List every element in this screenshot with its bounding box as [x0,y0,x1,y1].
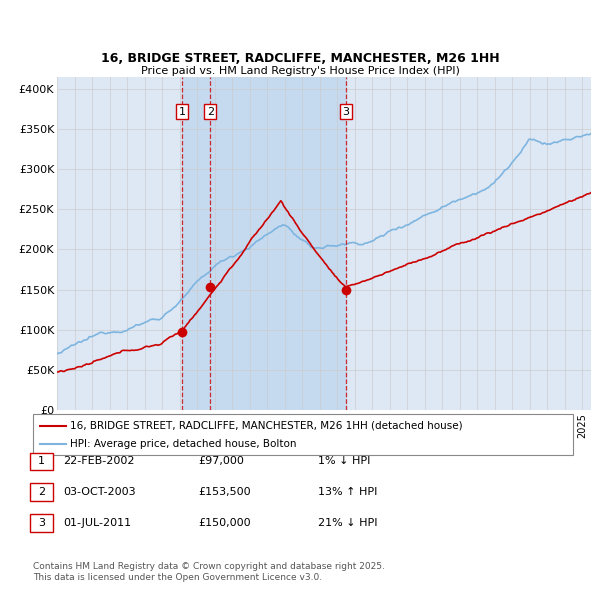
Text: £153,500: £153,500 [198,487,251,497]
Text: 2: 2 [38,487,45,497]
Bar [182,77,346,410]
Text: 1% ↓ HPI: 1% ↓ HPI [318,457,370,466]
Text: This data is licensed under the Open Government Licence v3.0.: This data is licensed under the Open Gov… [33,573,322,582]
Text: 13% ↑ HPI: 13% ↑ HPI [318,487,377,497]
Text: 3: 3 [343,107,349,117]
Text: 21% ↓ HPI: 21% ↓ HPI [318,518,377,527]
Text: 16, BRIDGE STREET, RADCLIFFE, MANCHESTER, M26 1HH: 16, BRIDGE STREET, RADCLIFFE, MANCHESTER… [101,53,499,65]
Text: 2: 2 [206,107,214,117]
Text: 03-OCT-2003: 03-OCT-2003 [63,487,136,497]
Text: 22-FEB-2002: 22-FEB-2002 [63,457,134,466]
Text: Price paid vs. HM Land Registry's House Price Index (HPI): Price paid vs. HM Land Registry's House … [140,65,460,76]
Text: 01-JUL-2011: 01-JUL-2011 [63,518,131,527]
Text: HPI: Average price, detached house, Bolton: HPI: Average price, detached house, Bolt… [70,439,296,449]
Text: 3: 3 [38,518,45,527]
Text: £150,000: £150,000 [198,518,251,527]
Text: Contains HM Land Registry data © Crown copyright and database right 2025.: Contains HM Land Registry data © Crown c… [33,562,385,571]
Text: 16, BRIDGE STREET, RADCLIFFE, MANCHESTER, M26 1HH (detached house): 16, BRIDGE STREET, RADCLIFFE, MANCHESTER… [70,421,463,431]
Text: 1: 1 [178,107,185,117]
Text: 1: 1 [38,457,45,466]
Text: £97,000: £97,000 [198,457,244,466]
